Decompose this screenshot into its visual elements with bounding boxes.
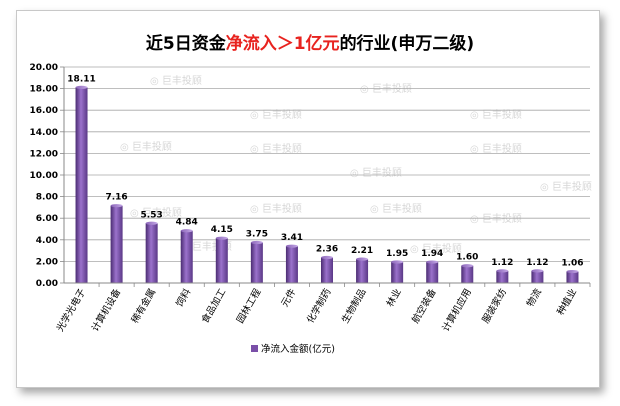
- value-label: 1.94: [421, 249, 443, 259]
- bar-top: [110, 204, 123, 208]
- value-label: 1.60: [456, 253, 478, 263]
- y-tick-label: 2.00: [36, 257, 58, 267]
- bars: [75, 85, 579, 283]
- y-tick-label: 8.00: [36, 193, 58, 203]
- category-label: 计算机设备: [89, 286, 123, 334]
- category-labels: 光学光电子 计算机设备 稀有金属 饲料 食品加工 园林工程 元件 化学制药 生物制品 林业 航空装备…: [54, 286, 579, 334]
- y-tick-label: 4.00: [36, 236, 58, 246]
- value-label: 4.15: [211, 225, 233, 235]
- value-label: 18.11: [67, 74, 95, 84]
- watermark-text: ◎ 巨丰投顾: [150, 74, 202, 87]
- y-axis-ticks: 0.00 2.00 4.00 6.00 8.00 10.00 12.00 14.00 16.00…: [30, 63, 64, 289]
- y-tick-label: 6.00: [36, 214, 58, 224]
- bar: [356, 259, 369, 283]
- chart-frame: [16, 10, 600, 388]
- chart-title-part: 净流入＞1亿元: [226, 33, 340, 54]
- category-label: 食品加工: [199, 286, 229, 325]
- value-labels: 18.11 7.16 5.53 4.84 4.15 3.75 3.41 2.36 2.21 1.9…: [67, 74, 583, 268]
- category-label: 生物制品: [339, 287, 368, 326]
- category-label: 元件: [279, 286, 299, 309]
- category-label: 园林工程: [234, 286, 264, 325]
- value-label: 3.75: [246, 230, 268, 240]
- chart-title-part: 的行业(申万二级): [340, 33, 475, 54]
- value-label: 7.16: [105, 193, 127, 203]
- watermark-text: ◎ 巨丰投顾: [370, 202, 422, 215]
- category-label: 林业: [384, 287, 404, 309]
- category-label: 稀有金属: [129, 287, 158, 326]
- bar-top: [250, 240, 263, 245]
- value-label: 1.95: [386, 249, 408, 259]
- watermark-text: ◎ 巨丰投顾: [540, 180, 592, 193]
- watermark-text: ◎ 巨丰投顾: [250, 108, 302, 121]
- watermark-text: ◎ 巨丰投顾: [120, 140, 172, 153]
- category-label: 计算机应用: [440, 287, 474, 334]
- bar: [145, 223, 158, 283]
- chart-title: 近5日资金净流入＞1亿元的行业(申万二级): [146, 33, 474, 54]
- watermark-text: ◎ 巨丰投顾: [250, 142, 302, 155]
- bar-top: [180, 229, 193, 233]
- watermark-text: ◎ 巨丰投顾: [130, 206, 182, 219]
- category-label: 物流: [524, 286, 544, 309]
- category-label: 服装家纺: [480, 286, 510, 325]
- value-label: 1.12: [526, 258, 548, 268]
- y-tick-label: 20.00: [30, 63, 58, 73]
- bar: [531, 270, 544, 283]
- y-tick-label: 0.00: [36, 279, 58, 289]
- bar-top: [461, 264, 474, 268]
- bar-top: [215, 236, 228, 240]
- watermark-text: ◎ 巨丰投顾: [350, 166, 402, 179]
- y-tick-label: 16.00: [30, 106, 58, 116]
- bar: [75, 87, 88, 283]
- category-label: 化学制药: [304, 287, 333, 326]
- value-label: 1.12: [491, 258, 513, 268]
- value-label: 4.84: [176, 218, 198, 228]
- bar: [250, 242, 263, 283]
- y-tick-label: 18.00: [30, 85, 58, 95]
- bar-top: [75, 85, 88, 90]
- category-label: 航空装备: [409, 286, 439, 325]
- value-label: 3.41: [281, 233, 303, 243]
- axes: [63, 67, 591, 287]
- bar-top: [426, 260, 439, 264]
- watermark-text: ◎ 巨丰投顾: [250, 202, 302, 215]
- bar: [110, 205, 123, 283]
- bar: [496, 270, 509, 283]
- bar: [566, 271, 579, 283]
- y-tick-label: 12.00: [30, 149, 58, 159]
- bar: [461, 265, 474, 283]
- bar-top: [566, 269, 579, 274]
- y-tick-label: 10.00: [30, 171, 58, 181]
- value-label: 2.36: [316, 245, 338, 255]
- value-label: 1.06: [561, 259, 583, 269]
- bar: [285, 246, 298, 283]
- bar: [391, 261, 404, 283]
- bar-top: [391, 260, 404, 264]
- watermark-layer: ◎ 巨丰投顾 ◎ 巨丰投顾 ◎ 巨丰投顾 ◎ 巨丰投顾 ◎ 巨丰投顾 ◎ 巨丰投顾 ◎ 巨丰…: [120, 74, 592, 255]
- bar-top: [531, 269, 544, 273]
- watermark-text: ◎ 巨丰投顾: [470, 108, 522, 121]
- bar: [180, 230, 193, 283]
- bar-top: [285, 244, 298, 248]
- bar-top: [356, 257, 369, 261]
- category-label: 饲料: [173, 286, 193, 309]
- value-label: 2.21: [351, 246, 373, 256]
- value-label: 5.53: [141, 210, 163, 220]
- category-label: 光学光电子: [54, 286, 88, 334]
- y-tick-label: 14.00: [30, 128, 58, 138]
- bar: [426, 262, 439, 283]
- bar-top: [321, 255, 333, 260]
- bar: [215, 238, 228, 283]
- legend-swatch: [251, 345, 258, 352]
- watermark-text: ◎ 巨丰投顾: [410, 242, 462, 255]
- bar-top: [496, 269, 509, 273]
- bar: [321, 257, 333, 283]
- legend: 净流入金额(亿元): [251, 343, 335, 355]
- watermark-text: ◎ 巨丰投顾: [470, 142, 522, 155]
- chart-title-part: 近5日资金: [146, 33, 227, 54]
- category-label: 种植业: [554, 287, 579, 318]
- legend-label: 净流入金额(亿元): [261, 343, 335, 355]
- bar-top: [145, 221, 158, 225]
